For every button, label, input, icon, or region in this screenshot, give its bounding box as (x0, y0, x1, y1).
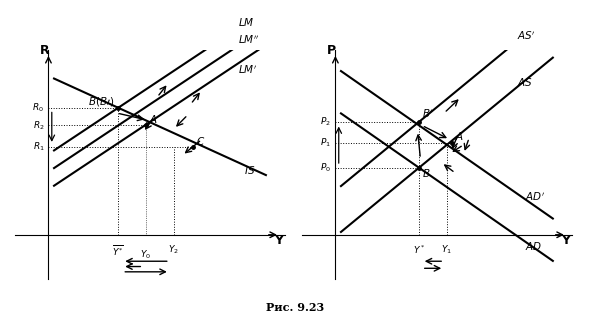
Text: $A$: $A$ (149, 113, 158, 125)
Text: $AD$: $AD$ (525, 240, 542, 252)
Text: $LM'$: $LM'$ (238, 64, 257, 76)
Text: $\bf{Y}$: $\bf{Y}$ (274, 234, 286, 246)
Text: $B$: $B$ (422, 167, 430, 179)
Text: $C$: $C$ (196, 135, 205, 147)
Text: $LM$: $LM$ (238, 16, 254, 28)
Text: Рис. 9.23: Рис. 9.23 (266, 302, 324, 313)
Text: $R_1$: $R_1$ (32, 140, 44, 153)
Text: $IS$: $IS$ (244, 164, 255, 176)
Text: $B(B\prime)$: $B(B\prime)$ (88, 95, 114, 108)
Text: $\overline{Y^{*}}$: $\overline{Y^{*}}$ (112, 244, 124, 259)
Text: $Y_0$: $Y_0$ (140, 249, 152, 261)
Text: $P_0$: $P_0$ (320, 161, 331, 174)
Text: $R_0$: $R_0$ (32, 101, 44, 114)
Text: $LM''$: $LM''$ (238, 33, 260, 46)
Text: $P_2$: $P_2$ (320, 116, 331, 128)
Text: $\bf{Y}$: $\bf{Y}$ (561, 234, 572, 246)
Text: $\bf{R}$: $\bf{R}$ (38, 44, 50, 57)
Text: $P_1$: $P_1$ (320, 137, 331, 149)
Text: $A$: $A$ (455, 131, 464, 143)
Text: $AS$: $AS$ (517, 76, 533, 88)
Text: $\bf{P}$: $\bf{P}$ (326, 44, 336, 57)
Text: $AS'$: $AS'$ (517, 29, 536, 42)
Text: $B'$: $B'$ (422, 108, 434, 120)
Text: $R_2$: $R_2$ (32, 119, 44, 132)
Text: $AD'$: $AD'$ (525, 191, 545, 203)
Text: $Y^*$: $Y^*$ (413, 244, 425, 256)
Text: $Y_1$: $Y_1$ (441, 244, 453, 256)
Text: $Y_2$: $Y_2$ (169, 244, 179, 256)
